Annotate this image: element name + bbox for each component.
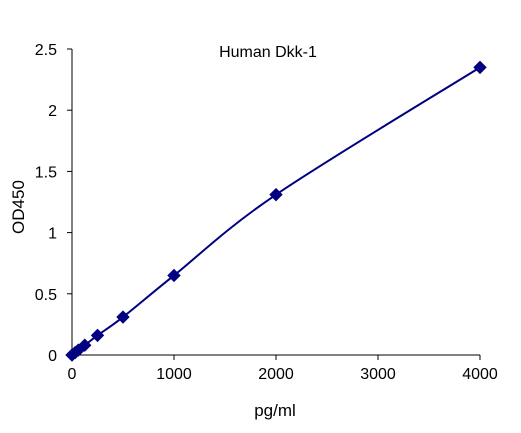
y-tick-label: 0.5 bbox=[35, 287, 57, 304]
chart-title: Human Dkk-1 bbox=[219, 44, 317, 61]
x-tick-label: 4000 bbox=[462, 366, 498, 383]
x-tick-label: 1000 bbox=[156, 366, 192, 383]
y-tick-label: 2.5 bbox=[35, 42, 57, 59]
data-point-marker bbox=[116, 310, 130, 324]
axes: 0 1000 2000 3000 4000 0 0.5 1 1.5 2 2.5 bbox=[35, 42, 498, 383]
y-axis-label: OD450 bbox=[9, 180, 28, 234]
y-tick-label: 1.5 bbox=[35, 164, 57, 181]
x-tick-label: 2000 bbox=[258, 366, 294, 383]
y-tick-label: 1 bbox=[48, 226, 57, 243]
y-tick-label: 0 bbox=[48, 348, 57, 365]
data-point-marker bbox=[473, 60, 487, 75]
x-tick-label: 3000 bbox=[360, 366, 396, 383]
data-point-marker bbox=[167, 268, 181, 283]
y-tick-label: 2 bbox=[48, 103, 57, 120]
data-point-marker bbox=[269, 187, 283, 202]
data-point-marker bbox=[78, 338, 92, 352]
plot-area bbox=[65, 60, 487, 362]
x-axis-label: pg/ml bbox=[254, 401, 296, 420]
x-tick-label: 0 bbox=[68, 366, 77, 383]
data-point-marker bbox=[90, 328, 105, 343]
